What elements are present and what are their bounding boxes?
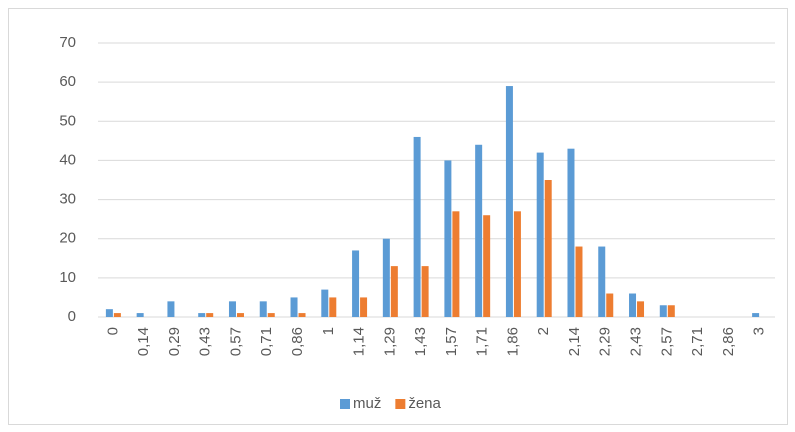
x-tick-label: 2,86 [720,327,737,356]
bar [475,144,483,317]
bar [575,246,583,317]
bar [598,246,606,317]
bar [105,309,113,317]
bar [659,305,667,317]
bar [360,297,368,317]
bar [136,313,144,317]
bar [298,313,306,317]
bar [629,293,637,317]
x-tick-label: 0,71 [258,327,275,356]
x-tick-label: 2,57 [658,327,675,356]
chart-border [8,8,788,425]
bar [513,211,521,317]
bar [567,148,575,317]
x-tick-label: 1,29 [381,327,398,356]
bar [606,293,614,317]
bar [752,313,760,317]
x-tick-label: 0,86 [289,327,306,356]
y-tick-label: 0 [68,308,76,325]
bar [236,313,244,317]
bar [505,86,513,317]
bar [382,238,390,317]
bar [259,301,267,317]
x-tick-label: 1,14 [351,327,368,356]
bar [544,180,552,317]
x-tick-label: 0 [104,327,121,335]
bar [421,266,429,317]
bar [198,313,206,317]
y-tick-label: 20 [59,230,76,247]
y-tick-label: 60 [59,73,76,90]
bar [390,266,398,317]
bar [637,301,645,317]
x-tick-label: 0,43 [197,327,214,356]
y-tick-label: 40 [59,151,76,168]
x-tick-label: 1,86 [504,327,521,356]
x-tick-label: 1,43 [412,327,429,356]
legend-label: muž [353,395,381,412]
x-tick-label: 0,14 [135,327,152,356]
x-tick-label: 0,57 [227,327,244,356]
x-tick-label: 1,71 [474,327,491,356]
y-tick-label: 10 [59,269,76,286]
y-tick-label: 50 [59,112,76,129]
bar [113,313,121,317]
x-tick-label: 3 [751,327,768,335]
legend-swatch [340,399,350,409]
bar [228,301,236,317]
bar [329,297,337,317]
bar [536,152,544,317]
x-tick-label: 1 [320,327,337,335]
bar [267,313,275,317]
bar [206,313,214,317]
x-tick-label: 2,71 [689,327,706,356]
x-tick-label: 0,29 [166,327,183,356]
y-tick-label: 70 [59,34,76,51]
x-tick-label: 2 [535,327,552,335]
legend-swatch [395,399,406,409]
legend-label: žena [408,395,441,412]
bar [290,297,298,317]
x-tick-label: 2,14 [566,327,583,356]
bar [452,211,460,317]
bar [444,160,452,317]
bar [352,250,360,317]
bar [667,305,675,317]
x-tick-label: 2,43 [627,327,644,356]
bar [167,301,175,317]
bar [483,215,491,317]
x-tick-label: 1,57 [443,327,460,356]
x-tick-label: 2,29 [597,327,614,356]
bar [413,136,421,317]
bar [321,289,329,317]
y-tick-label: 30 [59,191,76,208]
